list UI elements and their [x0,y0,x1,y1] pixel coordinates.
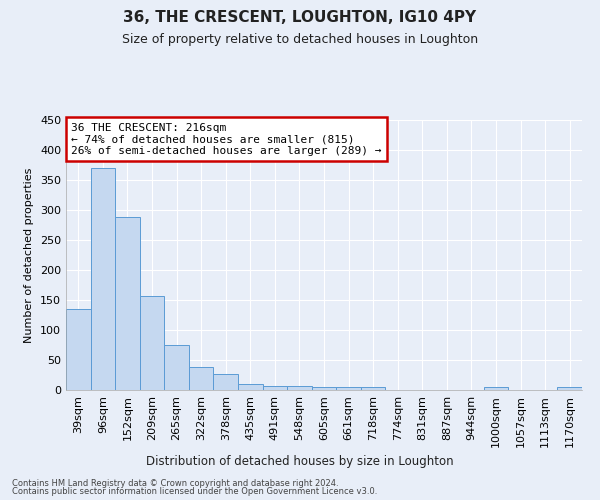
Bar [189,367,214,390]
Bar [312,387,336,390]
Bar [140,296,164,390]
Text: Size of property relative to detached houses in Loughton: Size of property relative to detached ho… [122,32,478,46]
Bar [115,217,140,390]
Text: Contains public sector information licensed under the Open Government Licence v3: Contains public sector information licen… [12,487,377,496]
Bar [263,386,287,390]
Text: 36 THE CRESCENT: 216sqm
← 74% of detached houses are smaller (815)
26% of semi-d: 36 THE CRESCENT: 216sqm ← 74% of detache… [71,122,382,156]
Bar [361,387,385,390]
Bar [557,387,582,390]
Bar [484,387,508,390]
Bar [164,345,189,390]
Bar [287,386,312,390]
Bar [91,168,115,390]
Text: Distribution of detached houses by size in Loughton: Distribution of detached houses by size … [146,454,454,468]
Bar [336,387,361,390]
Bar [238,384,263,390]
Bar [66,309,91,390]
Bar [214,374,238,390]
Text: 36, THE CRESCENT, LOUGHTON, IG10 4PY: 36, THE CRESCENT, LOUGHTON, IG10 4PY [124,10,476,25]
Y-axis label: Number of detached properties: Number of detached properties [25,168,34,342]
Text: Contains HM Land Registry data © Crown copyright and database right 2024.: Contains HM Land Registry data © Crown c… [12,478,338,488]
